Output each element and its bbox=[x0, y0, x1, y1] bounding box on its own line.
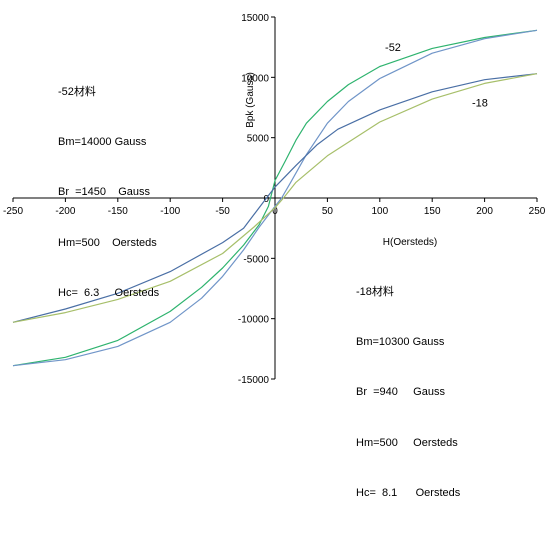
axes: -250 -200 -150 -100 -50 0 50 100 150 200 250 -15000… bbox=[3, 13, 546, 386]
material-52-line: Hm=500 Oersteds bbox=[58, 236, 157, 249]
series-layer bbox=[12, 29, 538, 367]
x-axis-title: H(Oersteds) bbox=[383, 237, 437, 248]
hysteresis-chart: -250 -200 -150 -100 -50 0 50 100 150 200 250 -15000… bbox=[3, 13, 546, 386]
y-tick-label: 0 bbox=[263, 194, 269, 205]
y-tick-label: -5000 bbox=[243, 254, 269, 265]
material-18-line: -18材料 bbox=[356, 285, 394, 298]
x-tick-label: 250 bbox=[529, 206, 546, 217]
material-18-line: Br =940 Gauss bbox=[356, 386, 445, 399]
y-tick-label: 10000 bbox=[241, 73, 269, 84]
y-axis-title: Bpk (Gauss) bbox=[245, 72, 256, 128]
x-tick-label: 0 bbox=[272, 206, 278, 217]
series-line bbox=[12, 29, 538, 367]
series-line bbox=[12, 29, 538, 367]
y-tick-label: -10000 bbox=[238, 315, 270, 326]
series-line bbox=[12, 73, 538, 323]
y-tick-label: -15000 bbox=[238, 375, 270, 386]
chart-root: -250 -200 -150 -100 -50 0 50 100 150 200 250 -15000… bbox=[3, 13, 546, 499]
material-52-line: Bm=14000 Gauss bbox=[58, 135, 147, 148]
series-label: -18 bbox=[472, 97, 488, 109]
x-tick-label: -150 bbox=[108, 206, 128, 217]
series-label: -52 bbox=[385, 42, 401, 54]
x-tick-label: -250 bbox=[3, 206, 23, 217]
y-tick-label: 15000 bbox=[241, 13, 269, 24]
material-18-note: -18材料 Bm=10300 Gauss Br =940 Gauss Hm=50… bbox=[356, 250, 460, 536]
x-tick-label: 150 bbox=[424, 206, 441, 217]
labels: H(Oersteds) Bpk (Gauss) -52 -18 bbox=[245, 42, 488, 248]
x-tick-label: 50 bbox=[322, 206, 334, 217]
material-52-line: Hc= 6.3 Oersteds bbox=[58, 287, 160, 300]
y-tick-label: 5000 bbox=[247, 134, 270, 145]
series-line bbox=[12, 73, 538, 323]
x-tick-label: -50 bbox=[215, 206, 230, 217]
material-18-line: Bm=10300 Gauss bbox=[356, 335, 445, 348]
material-52-line: -52材料 bbox=[58, 85, 96, 98]
material-18-line: Hm=500 Oersteds bbox=[356, 436, 458, 449]
x-tick-label: 100 bbox=[371, 206, 388, 217]
x-tick-label: 200 bbox=[476, 206, 493, 217]
x-tick-label: -200 bbox=[55, 206, 75, 217]
x-tick-label: -100 bbox=[160, 206, 180, 217]
material-52-line: Br =1450 Gauss bbox=[58, 186, 151, 199]
material-18-line: Hc= 8.1 Oersteds bbox=[356, 487, 461, 500]
material-52-note: -52材料 Bm=14000 Gauss Br =1450 Gauss Hm=5… bbox=[58, 50, 159, 336]
